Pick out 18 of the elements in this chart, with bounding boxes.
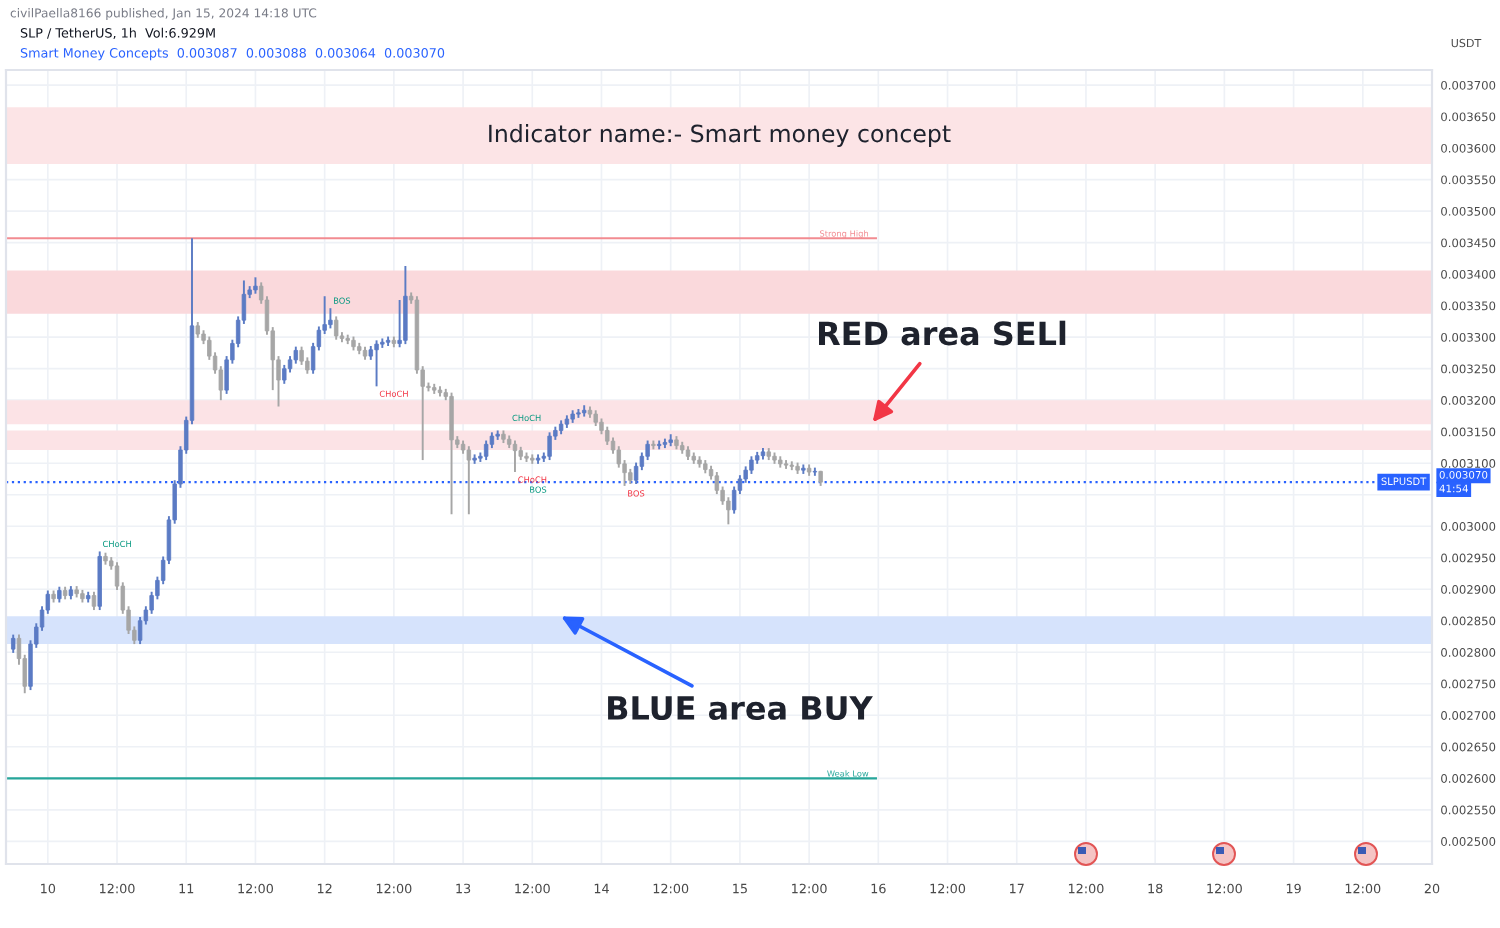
candlestick: [605, 425, 610, 446]
candlestick: [466, 445, 472, 516]
candlestick: [11, 633, 16, 654]
candlestick: [633, 461, 639, 485]
band-label: Indicator name:- Smart money concept: [489, 124, 951, 147]
candlestick: [299, 345, 304, 366]
candlestick: [512, 439, 518, 474]
candlestick: [374, 339, 379, 388]
candlestick: [483, 439, 489, 462]
candlestick: [645, 439, 650, 462]
candlestick: [333, 315, 339, 341]
annotation: RED area SELl: [819, 320, 1066, 346]
candlestick: [449, 391, 454, 516]
annotation: BLUE area BUY: [608, 696, 873, 721]
candlestick: [403, 265, 408, 346]
candlestick: [282, 363, 287, 385]
candlestick: [547, 431, 552, 462]
candlestick: [91, 590, 97, 612]
